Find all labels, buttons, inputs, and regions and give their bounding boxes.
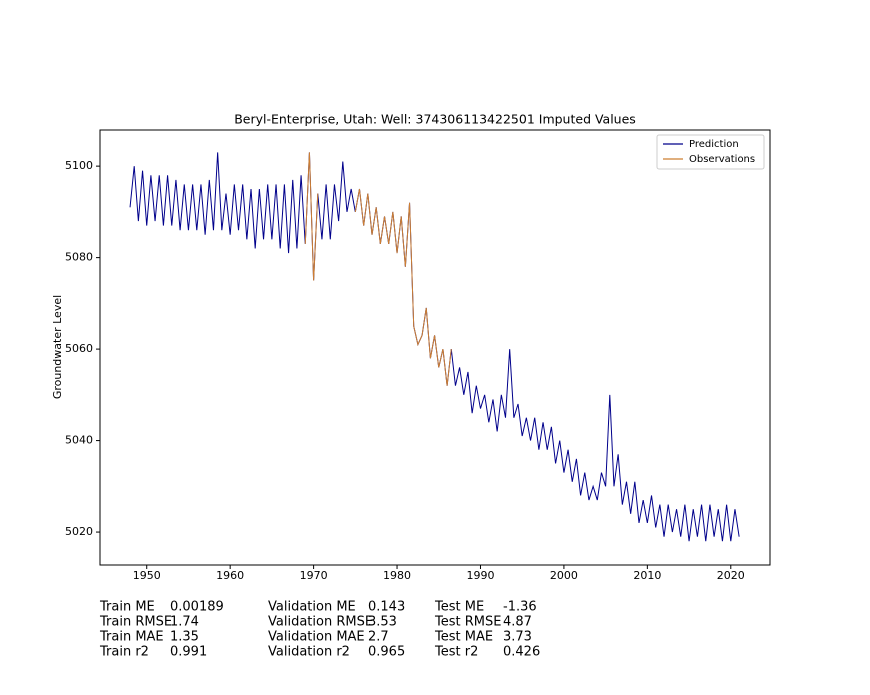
metric-value: 1.74 — [170, 615, 199, 630]
metric-label: Test r2 — [434, 645, 478, 660]
legend-label: Prediction — [689, 139, 739, 150]
metric-value: 2.7 — [368, 630, 389, 645]
metric-value: 0.426 — [503, 645, 540, 660]
metric-value: 3.73 — [503, 630, 532, 645]
data-line — [304, 152, 452, 386]
metric-label: Validation ME — [268, 600, 356, 615]
metric-label: Validation MAE — [268, 630, 365, 645]
metric-value: 0.991 — [170, 645, 207, 660]
y-tick-label: 5080 — [65, 251, 93, 264]
metric-value: 0.965 — [368, 645, 405, 660]
legend-box — [656, 134, 765, 170]
metric-value: 0.143 — [368, 600, 405, 615]
y-tick-label: 5020 — [65, 525, 93, 538]
data-line — [129, 152, 740, 542]
y-axis-label: Groundwater Level — [51, 295, 64, 399]
x-tick-label: 1950 — [133, 569, 161, 582]
metric-label: Test ME — [434, 600, 484, 615]
metric-value: 1.35 — [170, 630, 199, 645]
x-tick-label: 2020 — [717, 569, 745, 582]
metric-label: Train ME — [99, 600, 155, 615]
x-tick-label: 2010 — [633, 569, 661, 582]
legend-label: Observations — [689, 154, 755, 165]
metric-label: Train MAE — [99, 630, 164, 645]
metric-label: Train RMSE — [99, 615, 172, 630]
metric-label: Test MAE — [434, 630, 493, 645]
metric-label: Test RMSE — [434, 615, 501, 630]
x-tick-label: 2000 — [550, 569, 578, 582]
metric-label: Train r2 — [99, 645, 149, 660]
x-tick-label: 1970 — [300, 569, 328, 582]
chart-title: Beryl-Enterprise, Utah: Well: 3743061134… — [234, 112, 636, 127]
y-tick-label: 5060 — [65, 342, 93, 355]
metric-value: 4.87 — [503, 615, 532, 630]
metric-value: 0.00189 — [170, 600, 224, 615]
metric-label: Validation RMSE — [268, 615, 373, 630]
metric-label: Validation r2 — [268, 645, 350, 660]
y-tick-label: 5040 — [65, 434, 93, 447]
metric-value: -1.36 — [503, 600, 537, 615]
x-tick-label: 1990 — [466, 569, 494, 582]
x-tick-label: 1960 — [216, 569, 244, 582]
y-tick-label: 5100 — [65, 159, 93, 172]
plot-frame — [99, 129, 771, 566]
metric-value: 3.53 — [368, 615, 397, 630]
x-tick-label: 1980 — [383, 569, 411, 582]
